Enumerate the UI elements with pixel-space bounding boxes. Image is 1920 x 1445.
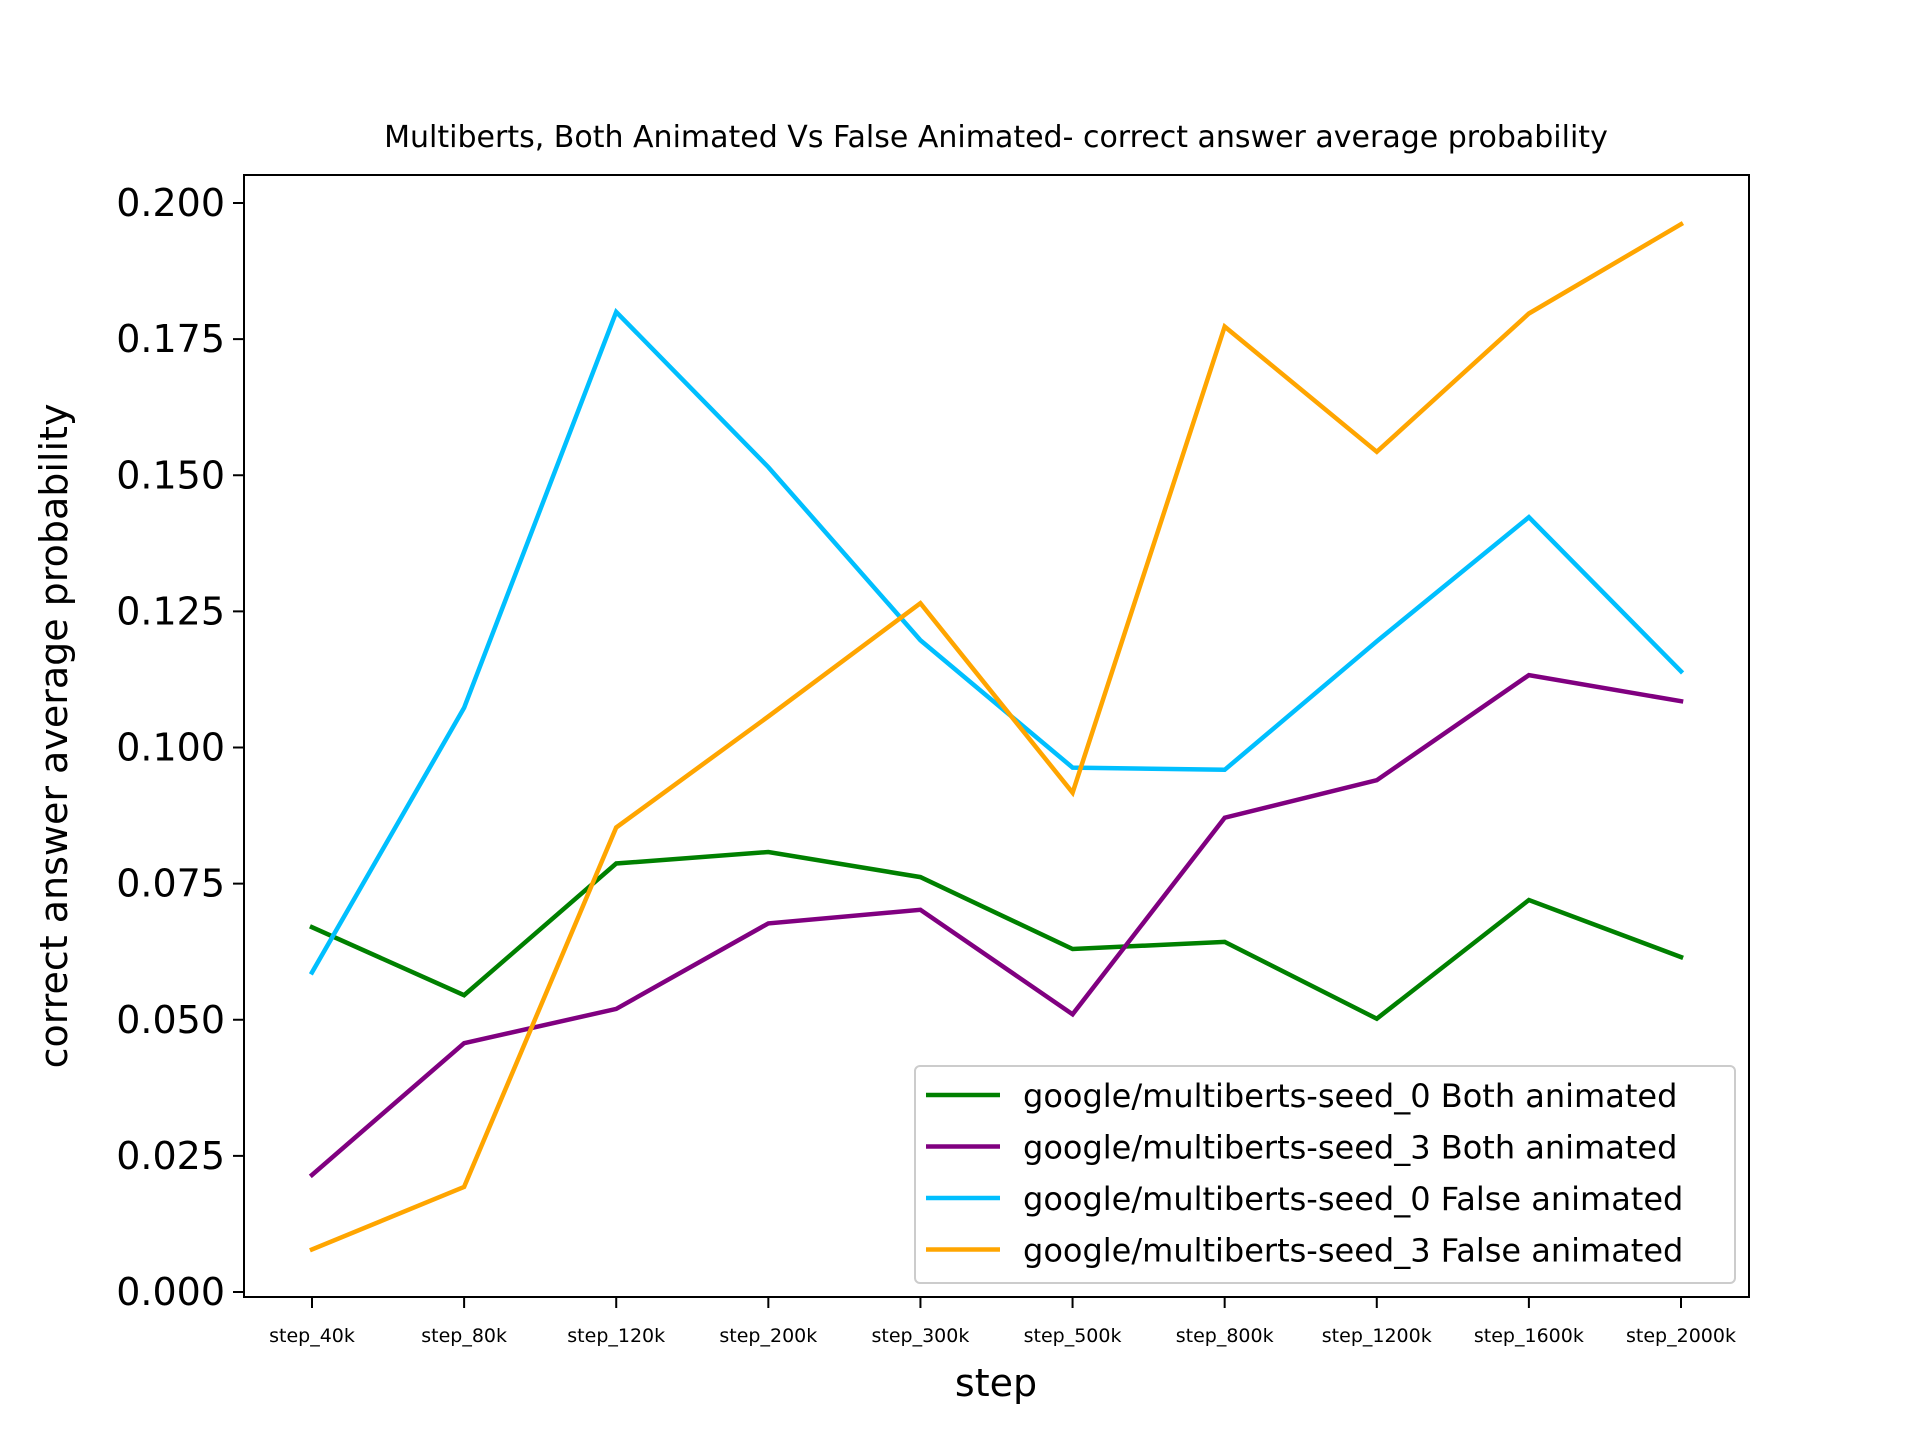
x-tick-label: step_300k bbox=[872, 1325, 970, 1347]
legend-box bbox=[914, 1065, 1736, 1284]
y-tick-label: 0.025 bbox=[116, 1134, 225, 1178]
legend: google/multiberts-seed_0 Both animated go… bbox=[914, 1065, 1736, 1284]
y-tick-label: 0.050 bbox=[116, 998, 225, 1042]
x-tick-label: step_120k bbox=[567, 1325, 665, 1347]
plot-frame bbox=[243, 174, 1750, 1298]
x-tick-label: step_2000k bbox=[1626, 1325, 1736, 1347]
x-tick-label: step_80k bbox=[421, 1325, 507, 1347]
series-lines bbox=[308, 221, 1685, 1253]
x-axis: step_40k step_80k step_120k step_200k step_3… bbox=[269, 1297, 1736, 1347]
y-tick-label: 0.125 bbox=[116, 589, 225, 633]
y-tick-label: 0.075 bbox=[116, 862, 225, 906]
x-tick-label: step_500k bbox=[1024, 1325, 1122, 1347]
series-line-2 bbox=[308, 672, 1684, 1179]
y-tick-label: 0.000 bbox=[116, 1270, 225, 1314]
y-tick-label: 0.150 bbox=[116, 453, 225, 497]
legend-label-4: google/multiberts-seed_3 False animated bbox=[1023, 1232, 1683, 1270]
y-tick-label: 0.175 bbox=[116, 317, 225, 361]
x-axis-label: step bbox=[955, 1361, 1037, 1405]
x-tick-label: step_1600k bbox=[1474, 1325, 1584, 1347]
legend-label-2: google/multiberts-seed_3 Both animated bbox=[1023, 1129, 1677, 1167]
y-tick-label: 0.200 bbox=[116, 181, 225, 225]
y-tick-label: 0.100 bbox=[116, 726, 225, 770]
chart-title: Multiberts, Both Animated Vs False Anima… bbox=[384, 120, 1608, 155]
legend-label-1: google/multiberts-seed_0 Both animated bbox=[1023, 1077, 1677, 1115]
series-line-4 bbox=[309, 221, 1685, 1253]
series-line-3 bbox=[308, 307, 1685, 976]
x-tick-label: step_800k bbox=[1176, 1325, 1274, 1347]
x-tick-label: step_40k bbox=[269, 1325, 355, 1347]
series-line-1 bbox=[309, 849, 1684, 1022]
legend-label-3: google/multiberts-seed_0 False animated bbox=[1023, 1180, 1683, 1218]
y-axis-label: correct answer average probability bbox=[32, 404, 76, 1069]
x-tick-label: step_200k bbox=[719, 1325, 817, 1347]
y-axis: 0.000 0.025 0.050 0.075 0.100 0.125 0.150 0.175… bbox=[116, 181, 244, 1314]
x-tick-label: step_1200k bbox=[1322, 1325, 1432, 1347]
